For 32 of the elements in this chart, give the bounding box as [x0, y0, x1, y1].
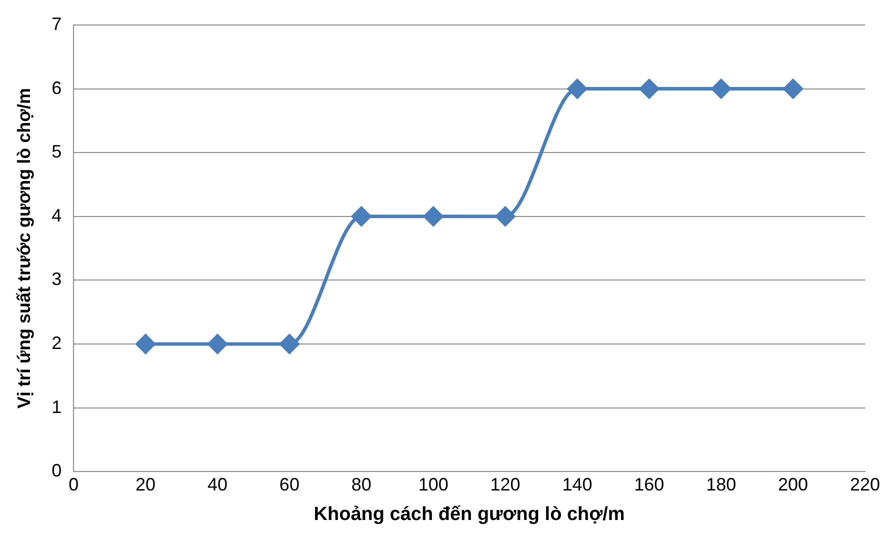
y-tick-label: 5 [52, 142, 62, 162]
y-tick-label: 2 [52, 332, 62, 353]
point [639, 79, 659, 99]
y-tick-label: 1 [52, 396, 62, 417]
x-tick-label: 80 [351, 474, 372, 494]
x-tick-label: 220 [850, 474, 880, 494]
y-tick-label: 3 [52, 269, 62, 290]
x-tick-label: 160 [634, 474, 664, 494]
x-tick-label: 20 [136, 474, 156, 494]
point [208, 334, 228, 354]
x-tick-label: 40 [207, 474, 228, 494]
point [352, 206, 372, 226]
x-tick-label: 120 [490, 474, 520, 494]
point [783, 79, 803, 99]
point [280, 334, 300, 354]
x-tick-label: 140 [562, 474, 592, 494]
y-axis-title: Vị trí ứng suất trước gương lò chợ/m [14, 88, 34, 409]
point [496, 206, 516, 226]
x-tick-label: 60 [279, 474, 300, 494]
y-tick-label: 7 [52, 14, 62, 34]
y-tick-label: 0 [52, 460, 62, 481]
point [567, 79, 587, 99]
point [424, 206, 444, 226]
y-tick-label: 4 [52, 205, 62, 226]
x-tick-label: 100 [418, 474, 448, 494]
point [711, 79, 731, 99]
y-tick-label: 6 [52, 78, 62, 98]
x-tick-label: 200 [778, 474, 808, 494]
x-axis-title: Khoảng cách đến gương lò chợ/m [314, 504, 625, 525]
x-tick-label: 180 [706, 474, 736, 494]
point [136, 334, 156, 354]
x-tick-label: 0 [68, 474, 79, 494]
